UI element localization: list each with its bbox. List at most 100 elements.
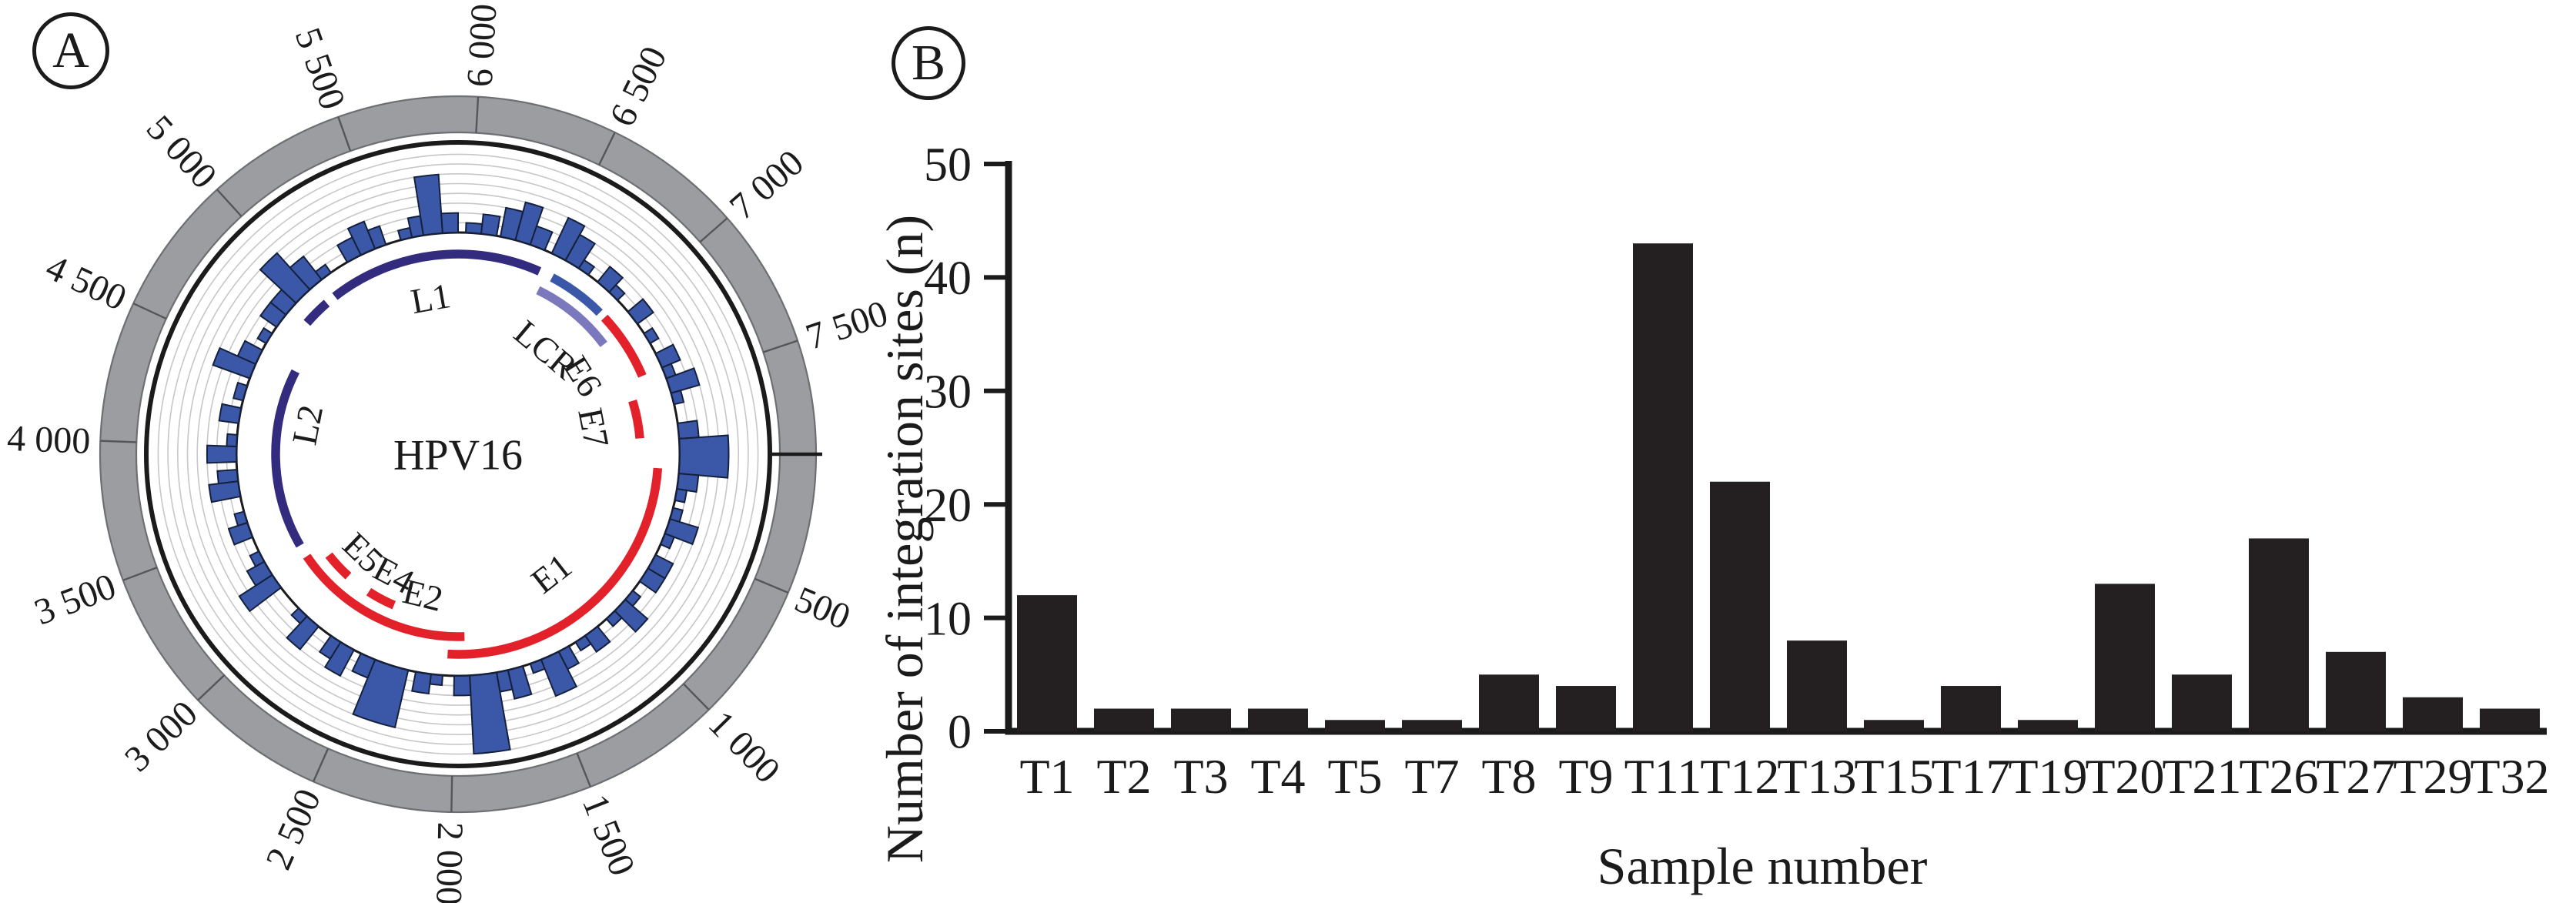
- genome-position-tick: [337, 116, 352, 152]
- genome-position-label: 4 000: [6, 418, 91, 462]
- bar-T12: [1710, 481, 1770, 731]
- genome-position-label: 6 000: [460, 3, 505, 89]
- y-axis-label: Number of integration sites (n): [875, 215, 934, 863]
- genome-position-label: 7 000: [722, 142, 811, 228]
- integration-histogram-bar: [674, 487, 688, 503]
- genome-position-label: 2 500: [258, 783, 329, 875]
- bar-T4: [1248, 708, 1308, 731]
- integration-histogram-bar: [413, 173, 443, 236]
- integration-histogram-bar: [654, 343, 681, 369]
- x-tick-label-T12: T12: [1700, 749, 1779, 804]
- genome-position-label: 4 500: [40, 246, 132, 319]
- x-tick-label-T20: T20: [2085, 749, 2164, 804]
- y-tick-label: 50: [924, 139, 972, 192]
- gene-label-L2: L2: [284, 402, 330, 448]
- x-tick-label-T7: T7: [1404, 749, 1459, 804]
- gene-arc-E5: [325, 552, 352, 580]
- integration-histogram-bar: [514, 201, 544, 246]
- gene-arc-E6: [601, 314, 647, 378]
- genome-position-tick: [122, 567, 158, 581]
- gene-arc-LCR: [536, 286, 607, 347]
- histogram-gridline: [176, 172, 740, 736]
- circos-panel: 500 1 000 1 500 2 000 2 500 3 000 3 500 4 000 4 …: [6, 3, 892, 903]
- genome-position-label: 5 500: [287, 22, 353, 115]
- integration-histogram-bar: [206, 444, 238, 464]
- genome-position-tick: [312, 747, 330, 782]
- x-tick-label-T27: T27: [2316, 749, 2395, 804]
- x-tick-label-T5: T5: [1327, 749, 1382, 804]
- bar-T26: [2249, 538, 2309, 731]
- integration-histogram-bar: [643, 326, 660, 345]
- bar-T15: [1864, 720, 1924, 731]
- integration-histogram-bar: [238, 574, 283, 613]
- integration-histogram-bar: [323, 640, 356, 677]
- integration-histogram-bar: [659, 532, 676, 550]
- integration-histogram-bar: [480, 213, 501, 237]
- genome-position-tick: [598, 132, 616, 166]
- x-tick-label-T15: T15: [1854, 749, 1933, 804]
- genome-position-label: 3 500: [29, 566, 122, 634]
- integration-histogram-bar: [246, 560, 273, 587]
- integration-histogram-bar: [564, 233, 596, 269]
- x-axis-label: Sample number: [1597, 837, 1928, 895]
- genome-position-tick: [475, 96, 480, 133]
- integration-histogram-bar: [346, 220, 376, 256]
- bar-T13: [1787, 640, 1847, 731]
- x-tick-label-T1: T1: [1019, 749, 1074, 804]
- x-tick-label-T11: T11: [1624, 749, 1702, 804]
- integration-histogram-bar: [507, 665, 533, 700]
- genome-position-label: 1 000: [701, 703, 788, 791]
- integration-histogram-bar: [540, 650, 578, 697]
- integration-histogram-bar: [411, 671, 433, 695]
- integration-histogram-bar: [664, 517, 700, 546]
- genome-position-tick: [682, 683, 710, 711]
- bar-T8: [1479, 674, 1539, 731]
- bar-T29: [2403, 697, 2463, 731]
- x-tick-label-T2: T2: [1096, 749, 1151, 804]
- integration-histogram-bar: [286, 615, 320, 650]
- genome-position-tick: [699, 217, 728, 243]
- integration-histogram-bar: [596, 266, 624, 293]
- bar-T3: [1171, 708, 1231, 731]
- genome-position-label: 500: [789, 579, 856, 638]
- integration-histogram-bar: [290, 607, 308, 625]
- genome-position-tick: [132, 303, 167, 320]
- integration-histogram-bar: [627, 298, 654, 326]
- genome-position-label: 1 500: [574, 789, 643, 881]
- genome-position-tick: [763, 339, 798, 353]
- bar-T17: [1941, 686, 2001, 731]
- integration-histogram-bar: [665, 367, 701, 394]
- x-tick-label-T32: T32: [2470, 749, 2549, 804]
- y-tick-label: 40: [924, 253, 972, 305]
- bar-T2: [1094, 708, 1154, 731]
- integration-histogram-bar: [577, 259, 596, 276]
- x-tick-label-T21: T21: [2162, 749, 2241, 804]
- integration-histogram-bar: [314, 263, 333, 281]
- gene-arc-E2: [303, 554, 465, 641]
- integration-histogram-bar: [676, 473, 700, 493]
- bar-T21: [2172, 674, 2232, 731]
- x-tick-label-T13: T13: [1777, 749, 1856, 804]
- integration-histogram-bar: [236, 339, 264, 366]
- integration-histogram-bar: [677, 420, 700, 440]
- integration-histogram-bar: [453, 674, 472, 697]
- x-tick-label-T26: T26: [2239, 749, 2318, 804]
- integration-histogram-bar: [318, 634, 342, 661]
- genome-position-tick: [450, 775, 453, 812]
- bar-T11: [1633, 243, 1693, 731]
- genome-position-tick: [754, 577, 789, 594]
- gene-arc-L2: [271, 369, 304, 548]
- x-tick-label-T4: T4: [1250, 749, 1305, 804]
- gene-label-L1: L1: [408, 276, 453, 321]
- gene-arc-E1: [447, 467, 663, 659]
- genome-position-label: 2 000: [428, 821, 470, 903]
- gene-arc-LCR-outer-segment: [550, 273, 603, 316]
- bar-T19: [2018, 720, 2078, 731]
- gene-label-E1: E1: [524, 546, 579, 601]
- x-tick-label-T17: T17: [1931, 749, 2010, 804]
- genome-position-tick: [216, 189, 243, 217]
- integration-histogram-bar: [529, 658, 546, 674]
- integration-histogram-bar: [212, 346, 257, 380]
